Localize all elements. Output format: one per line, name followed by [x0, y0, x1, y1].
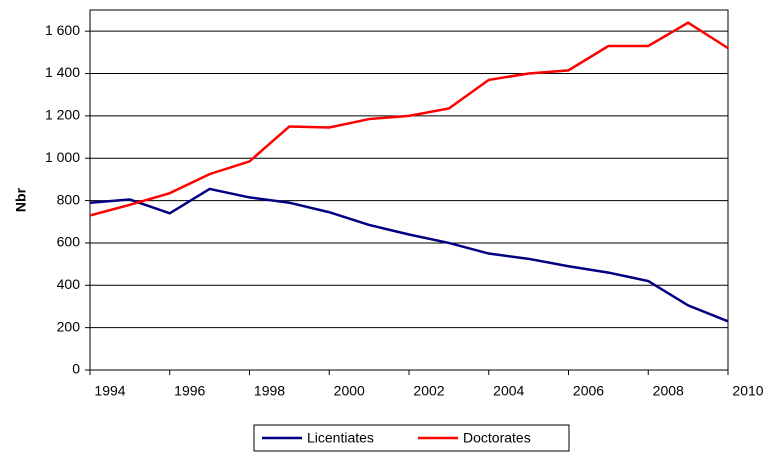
y-tick-label: 400	[57, 276, 81, 292]
x-tick-label: 2002	[413, 383, 444, 399]
legend-label: Licentiates	[307, 430, 374, 446]
x-tick-label: 1996	[174, 383, 205, 399]
y-tick-label: 600	[57, 234, 81, 250]
y-tick-label: 1 600	[45, 22, 80, 38]
y-tick-label: 800	[57, 191, 81, 207]
line-series	[89, 187, 729, 323]
x-tick-label: 2010	[732, 383, 763, 399]
x-tick-label: 2006	[573, 383, 604, 399]
x-tick-label: 2004	[493, 383, 524, 399]
legend-label: Doctorates	[463, 430, 531, 446]
x-tick-label: 1994	[94, 383, 125, 399]
x-tick-label: 1998	[254, 383, 285, 399]
plot-border	[89, 9, 729, 371]
y-tick-label: 1 400	[45, 64, 80, 80]
x-tick-label: 2000	[334, 383, 365, 399]
y-axis-label: Nbr	[13, 187, 29, 212]
y-tick-label: 200	[57, 318, 81, 334]
y-tick-label: 0	[72, 361, 80, 377]
y-tick-label: 1 000	[45, 149, 80, 165]
y-tick-label: 1 200	[45, 107, 80, 123]
x-tick-label: 2008	[653, 383, 684, 399]
legend-box	[253, 424, 570, 452]
line-series	[89, 21, 729, 217]
